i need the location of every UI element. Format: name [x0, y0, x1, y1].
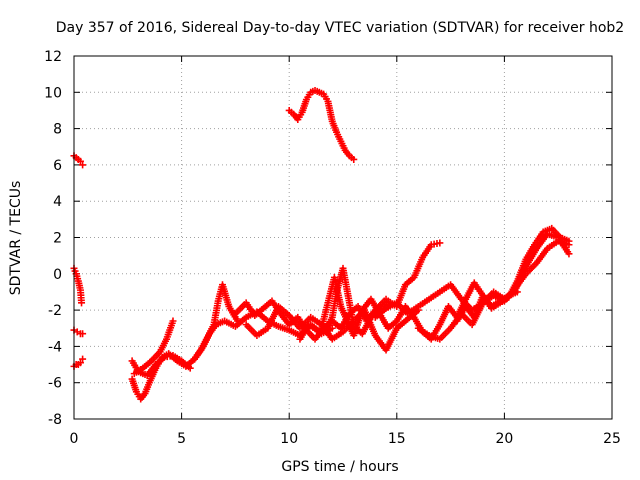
grid-lines — [74, 56, 612, 419]
y-tick-labels: -8 -6 -4 -2 0 2 4 6 8 10 12 — [44, 49, 62, 428]
series-track-a — [70, 152, 87, 169]
y-tick-label: 6 — [53, 158, 62, 174]
data-point — [169, 317, 177, 325]
data-point — [76, 359, 84, 367]
data-point — [234, 317, 242, 325]
y-tick-label: -6 — [48, 376, 62, 392]
data-point — [565, 237, 573, 245]
data-point — [79, 330, 87, 338]
data-point — [565, 250, 573, 258]
data-point — [186, 364, 194, 372]
series-track-n — [371, 237, 573, 321]
series-track-g — [128, 351, 194, 379]
series-track-p — [453, 224, 573, 325]
x-tick-label: 15 — [388, 431, 406, 447]
x-tick-label: 5 — [177, 431, 186, 447]
data-point — [79, 161, 87, 169]
y-axis-label: SDTVAR / TECUs — [8, 181, 24, 296]
x-tick-label: 20 — [495, 431, 513, 447]
series-track-h — [191, 281, 242, 363]
y-tick-label: 10 — [44, 85, 62, 101]
plot-frame — [73, 55, 613, 420]
x-axis-label: GPS time / hours — [281, 459, 398, 475]
data-point — [78, 299, 86, 307]
y-tick-label: -2 — [48, 303, 62, 319]
x-tick-label: 0 — [70, 431, 79, 447]
series-track-c — [70, 326, 87, 338]
data-point — [79, 355, 87, 363]
data-point — [76, 157, 84, 165]
y-tick-label: -4 — [48, 339, 62, 355]
chart-title: Day 357 of 2016, Sidereal Day-to-day VTE… — [56, 20, 624, 36]
x-tick-labels: 0 5 10 15 20 25 — [70, 431, 621, 447]
series-track-k — [285, 86, 358, 163]
series-track-d — [70, 355, 87, 370]
series-track-m — [317, 273, 521, 343]
y-tick-label: 4 — [53, 194, 62, 210]
y-tick-label: 12 — [44, 49, 62, 65]
series-track-b — [70, 264, 86, 307]
data-marks — [70, 86, 573, 403]
x-tick-label: 25 — [603, 431, 621, 447]
data-point — [350, 155, 358, 163]
y-tick-label: -8 — [48, 412, 62, 428]
series-track-f — [130, 317, 177, 378]
data-point — [436, 239, 444, 247]
y-tick-label: 0 — [53, 267, 62, 283]
x-tick-label: 10 — [280, 431, 298, 447]
y-tick-label: 8 — [53, 122, 62, 138]
y-tick-label: 2 — [53, 231, 62, 247]
